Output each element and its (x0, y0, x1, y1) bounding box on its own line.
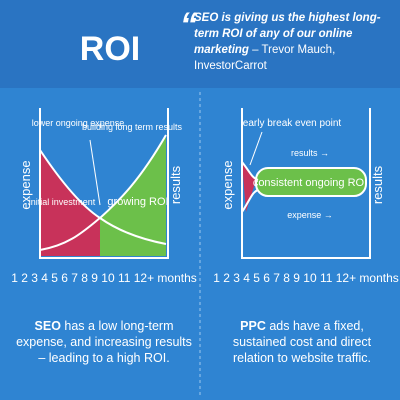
quote-mark: “ (180, 6, 197, 44)
annotation: building long term results (82, 122, 183, 132)
pointer (249, 131, 263, 166)
axes (241, 108, 371, 259)
title: ROI (80, 30, 140, 68)
seo-caption: SEO has a low long-term expense, and inc… (14, 318, 194, 366)
band-label: consistent ongoing ROI (253, 177, 367, 189)
ppc-caption: PPC ads have a fixed, sustained cost and… (212, 318, 392, 366)
y-right-label: results (168, 165, 183, 204)
area-label: initial investment (29, 197, 96, 207)
y-left-label: expense (18, 160, 33, 209)
caption-text: has a low long-term expense, and increas… (16, 319, 192, 365)
caption-lead: PPC (240, 319, 266, 333)
annotation: lower ongoing expense (32, 118, 125, 128)
x-axis-label: 1 2 3 4 5 6 7 8 9 10 11 12+ months (213, 271, 399, 285)
roi-band (255, 167, 367, 197)
caption-text: ads have a fixed, sustained cost and dir… (232, 319, 372, 365)
area-label: growing ROI (107, 196, 168, 208)
pointer (89, 139, 101, 206)
quote-text: SEO is giving us the highest long-term R… (194, 12, 381, 56)
break-even-area (242, 162, 256, 212)
y-left-label: expense (220, 160, 235, 209)
axes (39, 108, 169, 259)
x-axis-label: 1 2 3 4 5 6 7 8 9 10 11 12+ months (11, 271, 197, 285)
annotation: results → (291, 148, 329, 158)
attribution: – Trevor Mauch, InvestorCarrot (194, 44, 336, 72)
caption-lead: SEO (34, 319, 61, 333)
annotation: early break even point (243, 118, 342, 129)
y-right-label: results (370, 165, 385, 204)
results-curve (39, 134, 167, 251)
annotation: expense → (287, 210, 333, 220)
header-band (0, 0, 400, 88)
growing-roi-area (100, 135, 166, 256)
curves (241, 161, 259, 213)
quote: SEO is giving us the highest long-term R… (194, 10, 394, 74)
